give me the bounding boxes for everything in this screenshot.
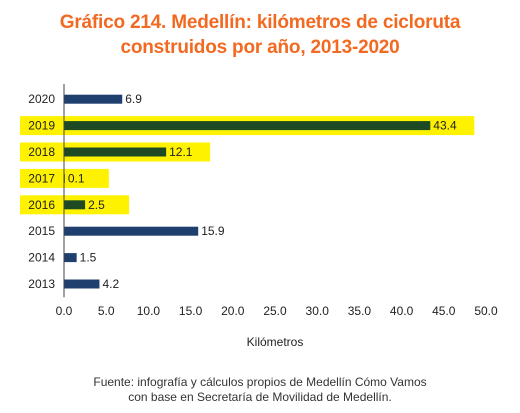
bar	[64, 253, 77, 263]
category-label: 2016	[28, 198, 55, 212]
category-label: 2015	[28, 224, 55, 238]
x-axis-title: Kilómetros	[247, 335, 304, 349]
value-label: 12.1	[169, 145, 193, 159]
value-label: 15.9	[201, 224, 225, 238]
bar-chart: 2020 6.9 2019 43.4 2018 12.1 2017 0.1 2016 2.5 201…	[20, 84, 498, 349]
x-tick-label: 30.0	[306, 304, 330, 318]
category-label: 2018	[28, 145, 55, 159]
value-label: 43.4	[433, 119, 457, 133]
x-tick-label: 0.0	[56, 304, 73, 318]
x-tick-label: 45.0	[432, 304, 456, 318]
value-label: 6.9	[125, 92, 142, 106]
chart-title-line-2: construidos por año, 2013-2020	[120, 37, 400, 58]
bar	[64, 279, 100, 289]
value-label: 4.2	[102, 277, 119, 291]
category-label: 2014	[28, 251, 55, 265]
bar	[64, 147, 167, 157]
x-tick-label: 50.0	[474, 304, 498, 318]
x-tick-label: 20.0	[221, 304, 245, 318]
category-label: 2020	[28, 92, 55, 106]
x-tick-label: 25.0	[263, 304, 287, 318]
x-tick-label: 40.0	[390, 304, 414, 318]
x-tick-label: 35.0	[348, 304, 372, 318]
source-line-2: con base en Secretaría de Movilidad de M…	[128, 390, 392, 404]
category-label: 2013	[28, 277, 55, 291]
x-tick-label: 15.0	[179, 304, 203, 318]
chart-title-line-1: Gráfico 214. Medellín: kilómetros de cic…	[59, 12, 461, 33]
value-label: 1.5	[80, 251, 97, 265]
x-tick-label: 5.0	[98, 304, 115, 318]
bar	[64, 94, 123, 104]
source-line-1: Fuente: infografía y cálculos propios de…	[93, 375, 427, 389]
bar	[64, 121, 431, 131]
category-label: 2019	[28, 119, 55, 133]
source-note: Fuente: infografía y cálculos propios de…	[0, 375, 520, 405]
value-label: 2.5	[88, 198, 105, 212]
x-tick-label: 10.0	[137, 304, 161, 318]
category-label: 2017	[28, 171, 55, 185]
value-label: 0.1	[68, 171, 85, 185]
bar	[64, 226, 199, 236]
chart-title: Gráfico 214. Medellín: kilómetros de cic…	[0, 10, 520, 60]
bar	[64, 200, 86, 210]
